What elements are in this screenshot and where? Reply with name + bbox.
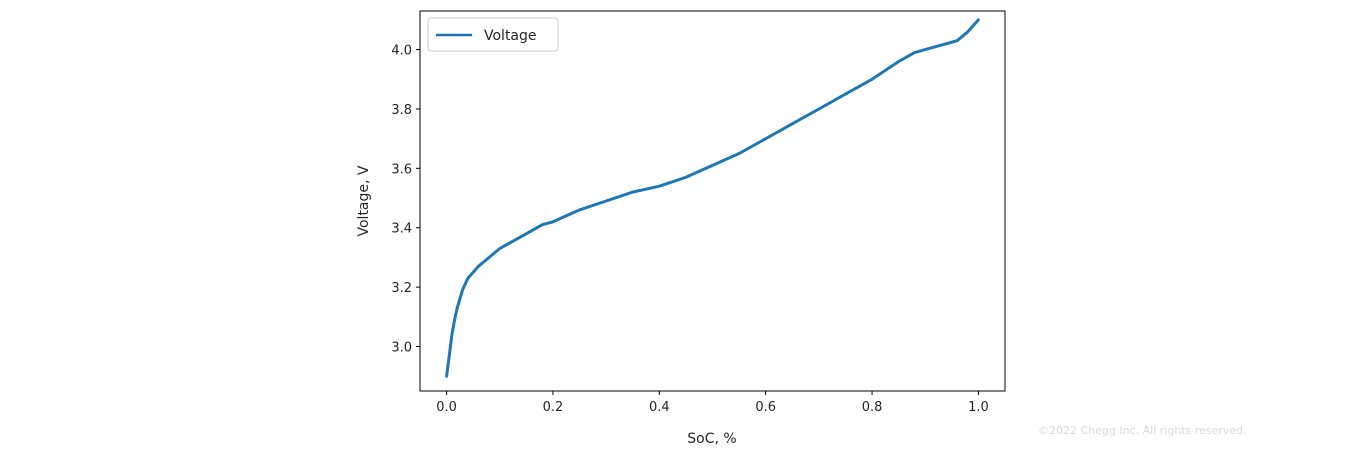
y-tick-label: 3.8 bbox=[391, 103, 412, 118]
x-tick-label: 0.8 bbox=[862, 400, 883, 415]
series-layer bbox=[445, 18, 980, 378]
y-tick-label: 3.6 bbox=[391, 162, 412, 177]
x-axis-ticks: 0.0 0.2 0.4 0.6 0.8 1.0 bbox=[436, 391, 989, 415]
x-tick-label: 1.0 bbox=[968, 400, 989, 415]
x-axis-label: SoC, % bbox=[687, 431, 736, 447]
watermark: ©2022 Chegg Inc. All rights reserved. bbox=[1038, 424, 1247, 437]
x-tick-label: 0.0 bbox=[436, 400, 457, 415]
legend-label-voltage: Voltage bbox=[484, 28, 537, 44]
x-tick-label: 0.2 bbox=[543, 400, 564, 415]
y-tick-label: 3.4 bbox=[391, 222, 412, 237]
y-axis-ticks: 3.0 3.2 3.4 3.6 3.8 4.0 bbox=[391, 44, 420, 355]
legend-box bbox=[427, 17, 559, 52]
legend: Voltage bbox=[427, 17, 559, 52]
plot-area bbox=[419, 10, 1006, 392]
y-tick-label: 4.0 bbox=[391, 44, 412, 59]
x-tick-label: 0.4 bbox=[649, 400, 670, 415]
y-tick-label: 3.0 bbox=[391, 340, 412, 355]
y-tick-label: 3.2 bbox=[391, 281, 412, 296]
series-line-voltage bbox=[445, 18, 980, 378]
x-tick-label: 0.6 bbox=[755, 400, 776, 415]
y-axis-label: Voltage, V bbox=[356, 165, 372, 236]
